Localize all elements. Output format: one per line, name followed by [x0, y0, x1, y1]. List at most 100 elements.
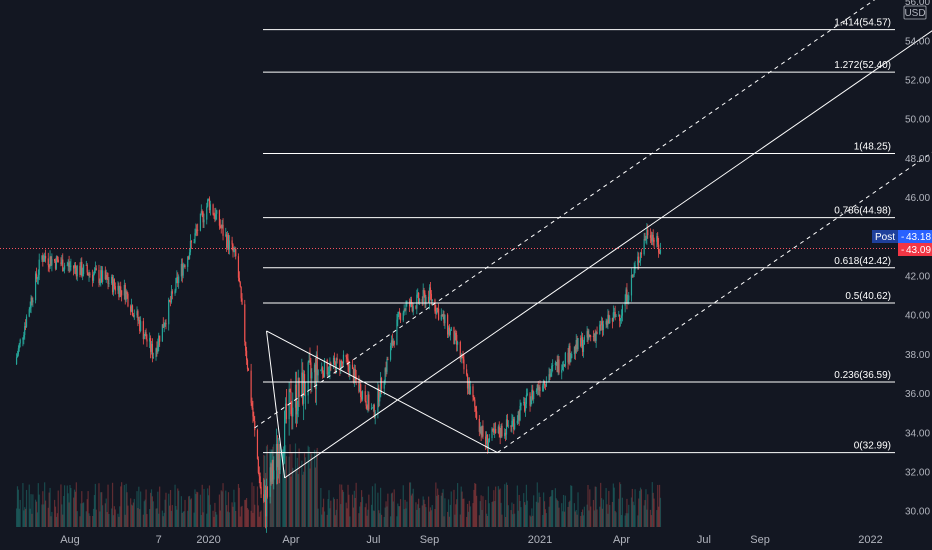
volume-bar	[130, 504, 133, 527]
volume-bar	[621, 497, 624, 527]
candle-body	[250, 370, 252, 403]
candle-body	[529, 393, 531, 406]
volume-bar	[412, 488, 414, 527]
candle-body	[342, 354, 345, 364]
candle-body	[123, 285, 125, 296]
candle-body	[322, 372, 325, 378]
candle-body	[48, 265, 50, 268]
candle-body	[118, 285, 120, 297]
volume-bar	[151, 496, 154, 527]
fork-upper-tine[interactable]	[254, 0, 932, 429]
volume-bar	[246, 508, 249, 527]
volume-bar	[294, 443, 297, 527]
candle-body	[449, 330, 451, 335]
candle-body	[181, 263, 183, 276]
candle-body	[542, 385, 544, 391]
volume-bar	[332, 497, 335, 527]
candle-body	[353, 368, 355, 383]
volume-bar	[345, 502, 347, 527]
candle-body	[571, 354, 573, 359]
fork-median-line[interactable]	[284, 0, 932, 479]
candle-body	[354, 368, 356, 377]
volume-bar	[437, 488, 439, 527]
volume-bar	[611, 501, 614, 527]
candle-body	[308, 360, 310, 363]
candle-body	[453, 327, 455, 345]
candle-body	[161, 324, 163, 342]
candle-body	[329, 363, 331, 373]
candle-body	[392, 340, 394, 346]
candle-body	[63, 265, 66, 270]
candle-body	[506, 419, 508, 427]
candle-body	[201, 211, 203, 213]
volume-bar	[133, 498, 135, 527]
candle-body	[589, 334, 591, 336]
candle-body	[535, 390, 537, 392]
candle-body	[562, 364, 564, 370]
candle-body	[70, 265, 72, 267]
volume-bar	[15, 508, 18, 527]
candle-body	[525, 394, 528, 405]
fork-lower-tine[interactable]	[497, 0, 932, 454]
candle-body	[576, 340, 578, 350]
candle-body	[304, 395, 307, 397]
candle-body	[485, 434, 488, 445]
candle-body	[146, 339, 148, 342]
fibonacci-retracement[interactable]: 0(32.99) 0.236(36.59) 0.5(40.62) 0.618(42.4…	[263, 18, 895, 454]
candle-body	[47, 258, 49, 266]
candle-body	[536, 384, 538, 391]
volume-bar	[640, 489, 643, 527]
volume-bar	[55, 516, 58, 527]
candle-body	[307, 362, 309, 396]
candle-body	[149, 338, 151, 342]
volume-bar	[613, 487, 615, 527]
volume-bar	[397, 503, 399, 527]
candle-body	[482, 425, 484, 437]
volume-bar	[447, 499, 450, 527]
volume-bar	[284, 445, 287, 527]
volume-bar	[121, 482, 123, 527]
candle-body	[297, 377, 299, 411]
price-axis[interactable]: 56.0054.0052.0050.0048.0046.0044.0042.00…	[905, 0, 930, 518]
volume-bar	[278, 454, 280, 527]
volume-bar	[66, 485, 68, 527]
candle-body	[595, 332, 597, 341]
candle-body	[137, 311, 139, 321]
volume-bar	[373, 510, 375, 527]
candle-body	[491, 428, 493, 439]
candle-body	[486, 434, 489, 448]
volume-bar	[539, 496, 541, 527]
candle-body	[558, 359, 560, 373]
candle-body	[317, 370, 319, 376]
candle-body	[314, 364, 317, 390]
candle-body	[468, 382, 470, 395]
candle-body	[51, 259, 53, 266]
candle-body	[554, 362, 556, 366]
volume-bar	[297, 474, 299, 527]
candle-body	[614, 312, 616, 317]
volume-bar	[308, 447, 310, 527]
volume-bar	[80, 503, 82, 527]
volume-bar	[63, 495, 65, 527]
candle-body	[511, 420, 513, 427]
candle-body	[567, 352, 569, 363]
volume-bar	[339, 484, 341, 527]
volume-bar	[136, 491, 138, 527]
candle-body	[428, 296, 430, 303]
candle-body	[164, 323, 166, 327]
volume-bar	[260, 510, 262, 527]
pitchfork-drawing[interactable]	[254, 0, 932, 479]
candle-body	[391, 340, 393, 346]
candle-body	[207, 199, 209, 207]
volume-bar	[612, 483, 614, 527]
candle-body	[396, 319, 398, 345]
volume-bar	[391, 492, 393, 527]
volume-bar	[88, 513, 90, 527]
volume-bar	[380, 514, 383, 527]
candle-body	[596, 332, 598, 334]
volume-bar	[418, 508, 421, 527]
candle-body	[311, 372, 313, 379]
volume-bar	[178, 490, 180, 527]
time-axis[interactable]: Aug 7 2020 Apr Jul Sep 2021 Apr Jul Sep 2022	[60, 534, 883, 546]
